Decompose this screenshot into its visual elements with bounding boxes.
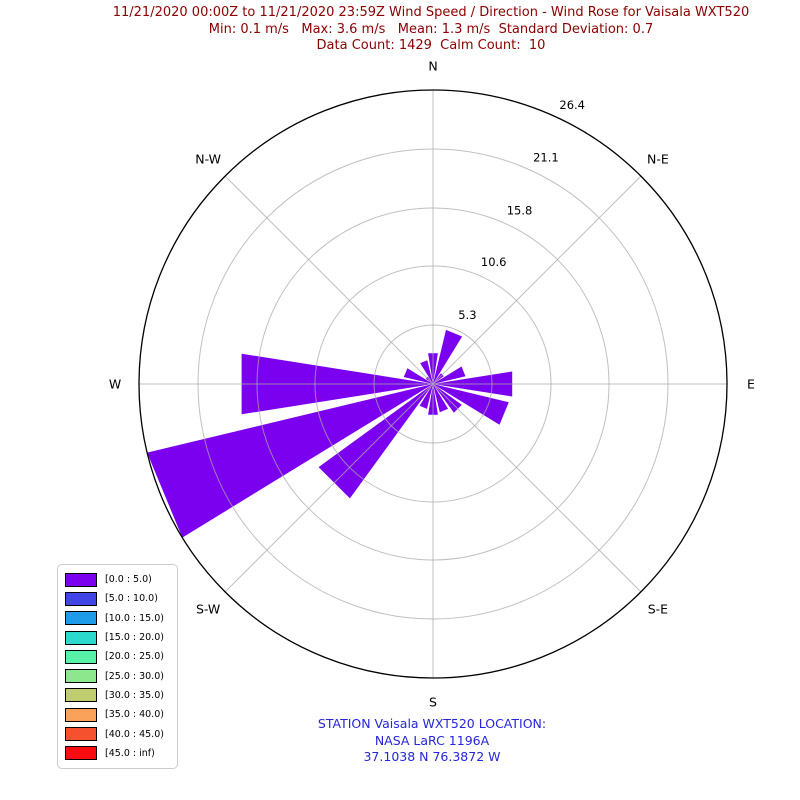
speed-bin-legend: [0.0 : 5.0) [5.0 : 10.0) [10.0 : 15.0) [15.… — [57, 564, 178, 769]
radial-tick-label: 21.1 — [533, 151, 559, 165]
wind-rose-wedge-wnw — [403, 368, 433, 384]
legend-item: [5.0 : 10.0) — [65, 589, 177, 608]
legend-label: [35.0 : 40.0) — [105, 709, 164, 721]
legend-label: [25.0 : 30.0) — [105, 670, 164, 682]
radial-tick-label: 26.4 — [559, 98, 585, 112]
station-caption-line2: NASA LaRC 1196A — [374, 732, 490, 748]
station-caption-line3: 37.1038 N 76.3872 W — [363, 749, 501, 764]
compass-label-w: W — [109, 377, 121, 392]
grid-spoke — [224, 383, 434, 593]
chart-title-line1: 11/21/2020 00:00Z to 11/21/2020 23:59Z W… — [112, 5, 750, 20]
chart-title-line2: Min: 0.1 m/s Max: 3.6 m/s Mean: 1.3 m/s … — [208, 21, 654, 37]
station-caption-line1: STATION Vaisala WXT520 LOCATION: — [317, 716, 547, 731]
legend-item: [45.0 : inf) — [65, 744, 177, 763]
legend-item: [20.0 : 25.0) — [65, 647, 177, 666]
wind-rose-wedge-ssw — [419, 384, 433, 409]
wind-rose-wedge-ene — [433, 366, 466, 384]
legend-label: [45.0 : inf) — [105, 747, 155, 759]
compass-label-s: S — [429, 695, 437, 710]
chart-title: 11/21/2020 00:00Z to 11/21/2020 23:59Z W… — [0, 5, 800, 55]
legend-item: [10.0 : 15.0) — [65, 609, 177, 628]
chart-title-line3: Data Count: 1429 Calm Count: 10 — [316, 38, 546, 53]
legend-swatch — [65, 630, 97, 645]
polar-boundary — [138, 89, 728, 679]
legend-swatch — [65, 611, 97, 626]
legend-label: [40.0 : 45.0) — [105, 728, 164, 740]
station-caption: STATION Vaisala WXT520 LOCATION: NASA La… — [32, 716, 800, 766]
legend-item: [40.0 : 45.0) — [65, 724, 177, 743]
legend-swatch — [65, 746, 97, 761]
grid-spoke — [432, 175, 642, 385]
legend-swatch — [65, 591, 97, 606]
grid-spoke — [224, 175, 434, 385]
grid-spoke — [432, 383, 642, 593]
radial-tick-label: 5.3 — [458, 308, 476, 322]
compass-label-s-e: S-E — [648, 601, 668, 616]
legend-label: [30.0 : 35.0) — [105, 689, 164, 701]
legend-item: [35.0 : 40.0) — [65, 705, 177, 724]
legend-label: [0.0 : 5.0) — [105, 574, 152, 586]
legend-swatch — [65, 688, 97, 703]
legend-label: [10.0 : 15.0) — [105, 612, 164, 624]
legend-label: [5.0 : 10.0) — [105, 593, 158, 605]
compass-label-s-w: S-W — [196, 601, 220, 616]
legend-item: [30.0 : 35.0) — [65, 686, 177, 705]
wind-rose-wedge-nne — [433, 329, 463, 384]
legend-swatch — [65, 707, 97, 722]
radial-tick-label: 10.6 — [481, 255, 507, 269]
legend-label: [15.0 : 20.0) — [105, 632, 164, 644]
compass-label-e: E — [747, 377, 755, 392]
compass-label-n-w: N-W — [195, 152, 221, 167]
legend-item: [15.0 : 20.0) — [65, 628, 177, 647]
wind-rose-wedge-wsw — [147, 384, 433, 538]
compass-label-n-e: N-E — [647, 152, 669, 167]
wind-rose-wedge-nnw — [420, 360, 433, 384]
legend-item: [0.0 : 5.0) — [65, 570, 177, 589]
legend-swatch — [65, 649, 97, 664]
wind-rose-wedge-ese — [433, 384, 509, 425]
wind-rose-wedge-sse — [433, 384, 449, 413]
legend-swatch — [65, 727, 97, 742]
legend-item: [25.0 : 30.0) — [65, 666, 177, 685]
legend-swatch — [65, 572, 97, 587]
compass-label-n: N — [428, 59, 437, 74]
legend-swatch — [65, 669, 97, 684]
legend-label: [20.0 : 25.0) — [105, 651, 164, 663]
radial-tick-label: 15.8 — [507, 203, 533, 217]
